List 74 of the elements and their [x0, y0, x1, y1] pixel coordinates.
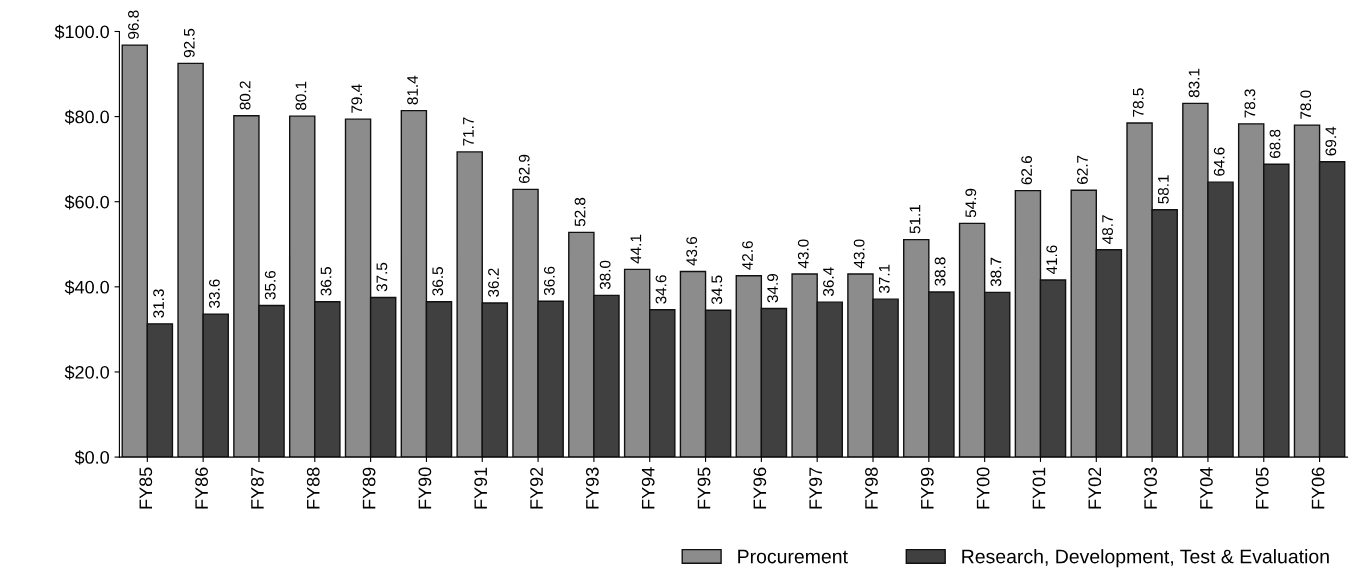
x-tick-label: FY01: [1032, 467, 1046, 509]
x-tick-label: FY98: [865, 467, 878, 509]
data-label: 71.7: [463, 117, 474, 146]
data-label: 38.0: [599, 260, 611, 290]
data-label: 36.5: [320, 267, 332, 296]
data-label: 38.7: [990, 257, 1002, 287]
x-tick-label: FY02: [1088, 467, 1102, 509]
y-tick-label: $0.0: [74, 450, 109, 465]
data-label: 62.9: [518, 154, 530, 184]
data-label: 35.6: [264, 270, 276, 300]
data-label: 42.6: [742, 241, 753, 270]
data-label: 92.5: [183, 28, 195, 58]
data-label: 78.3: [1244, 89, 1256, 118]
data-label: 52.8: [574, 197, 586, 227]
data-label: 36.6: [543, 266, 555, 296]
data-label: 34.9: [767, 273, 779, 303]
data-label: 62.7: [1077, 155, 1088, 184]
x-tick-label: FY00: [976, 467, 990, 509]
data-label: 37.5: [376, 262, 388, 292]
data-label: 43.0: [797, 239, 809, 269]
data-label: 43.6: [686, 236, 698, 266]
x-tick-label: FY86: [195, 467, 208, 509]
data-label: 78.0: [1300, 90, 1312, 119]
y-tick-label: $80.0: [64, 109, 109, 125]
x-tick-label: FY96: [753, 467, 767, 509]
y-tick-label: $20.0: [64, 365, 109, 380]
data-label: 62.6: [1021, 156, 1033, 185]
data-label: 43.0: [853, 239, 865, 269]
data-label: 81.4: [407, 75, 418, 105]
data-label: 51.1: [909, 205, 921, 234]
x-tick-label: FY87: [251, 467, 264, 509]
y-tick-label: $60.0: [64, 194, 109, 210]
x-tick-label: FY89: [362, 467, 376, 509]
data-label: 36.4: [823, 267, 834, 297]
x-tick-label: FY03: [1144, 467, 1157, 509]
data-label: 58.1: [1157, 175, 1169, 204]
data-label: 38.8: [934, 257, 946, 286]
x-tick-label: FY93: [585, 467, 599, 509]
y-tick-label: $100.0: [54, 24, 109, 40]
x-tick-label: FY90: [418, 467, 432, 509]
data-label: 36.5: [432, 267, 444, 296]
x-tick-label: FY94: [641, 467, 655, 509]
data-label: 48.7: [1102, 215, 1113, 244]
x-tick-label: FY06: [1311, 467, 1325, 509]
data-label: 31.3: [153, 289, 164, 318]
data-label: 80.2: [239, 81, 251, 110]
data-label: 64.6: [1213, 147, 1225, 176]
data-label: 69.4: [1325, 126, 1337, 156]
x-tick-label: FY05: [1255, 467, 1269, 509]
data-label: 96.8: [128, 10, 139, 39]
x-tick-label: FY95: [697, 467, 711, 509]
y-tick-label: $40.0: [64, 280, 109, 295]
legend-label: Research, Development, Test & Evaluation: [962, 549, 1329, 568]
data-label: 44.1: [630, 234, 642, 264]
data-label: 78.5: [1132, 88, 1144, 117]
x-tick-label: FY97: [809, 467, 823, 509]
data-label: 41.6: [1046, 245, 1058, 275]
data-label: 34.6: [655, 275, 667, 304]
legend-label: Procurement: [738, 549, 848, 564]
x-tick-label: FY99: [920, 467, 934, 509]
data-label: 80.1: [295, 81, 307, 110]
x-tick-label: FY92: [530, 467, 543, 509]
data-label: 34.5: [711, 275, 723, 305]
x-tick-label: FY85: [139, 467, 153, 509]
data-label: 36.2: [488, 268, 499, 297]
data-label: 79.4: [351, 84, 363, 113]
data-label: 83.1: [1188, 68, 1200, 98]
x-tick-label: FY88: [306, 467, 320, 509]
data-label: 68.8: [1269, 129, 1281, 158]
x-tick-label: FY04: [1200, 467, 1213, 509]
data-label: 54.9: [965, 188, 977, 218]
data-label: 37.1: [878, 264, 890, 294]
data-label: 33.6: [208, 279, 220, 308]
x-tick-label: FY91: [474, 467, 488, 509]
